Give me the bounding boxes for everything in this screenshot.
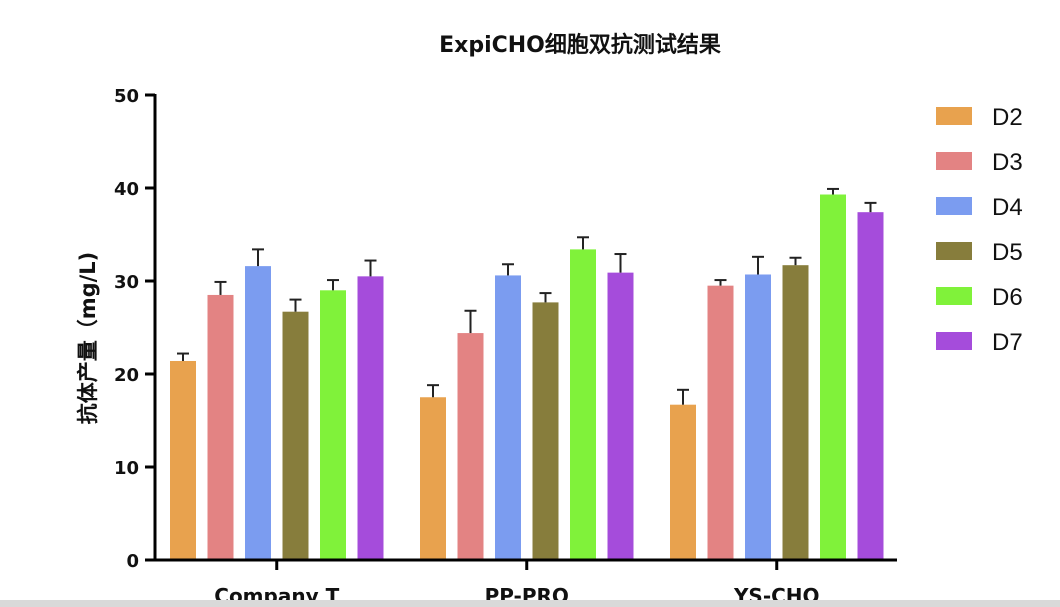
bar-D7-ys-cho xyxy=(857,212,884,560)
bar-D4-ys-cho xyxy=(745,274,771,560)
bar-D3-pp-pro xyxy=(457,333,484,560)
bar-D5-ys-cho xyxy=(782,265,809,560)
bar-D3-ys-cho xyxy=(707,285,734,560)
legend-swatch-D5 xyxy=(936,242,972,260)
legend-swatch-D4 xyxy=(936,197,972,215)
bar-D7-company-t xyxy=(357,276,384,560)
legend-swatch-D7 xyxy=(936,332,972,350)
bar-D2-pp-pro xyxy=(420,397,446,560)
y-tick-label-10: 10 xyxy=(114,458,139,479)
bar-D6-pp-pro xyxy=(570,249,596,560)
legend: D2 D3 D4 D5 D6 D7 xyxy=(936,104,1023,356)
y-tick-label-30: 30 xyxy=(114,272,139,293)
y-tick-label-20: 20 xyxy=(114,365,139,386)
bar-D7-pp-pro xyxy=(607,272,634,560)
bar-D6-ys-cho xyxy=(820,194,846,560)
bar-D5-pp-pro xyxy=(532,302,559,560)
bar-D4-pp-pro xyxy=(495,275,521,560)
legend-label-D6: D6 xyxy=(992,284,1023,311)
y-tick-label-50: 50 xyxy=(114,86,139,107)
bar-D4-company-t xyxy=(245,266,271,560)
legend-label-D5: D5 xyxy=(992,239,1023,266)
legend-swatch-D3 xyxy=(936,152,972,170)
legend-swatch-D6 xyxy=(936,287,972,305)
bar-D5-company-t xyxy=(282,311,309,560)
bar-D2-company-t xyxy=(170,360,196,560)
y-axis-label: 抗体产量（mg/L) xyxy=(76,252,100,425)
window-bottom-edge xyxy=(0,600,1060,607)
legend-label-D3: D3 xyxy=(992,149,1023,176)
legend-swatch-D2 xyxy=(936,107,972,125)
chart-title: ExpiCHO细胞双抗测试结果 xyxy=(439,32,721,58)
bar-D3-company-t xyxy=(207,294,234,560)
bar-D2-ys-cho xyxy=(670,404,696,560)
y-tick-label-0: 0 xyxy=(126,551,139,572)
legend-label-D4: D4 xyxy=(992,194,1023,221)
legend-label-D2: D2 xyxy=(992,104,1023,131)
bar-D6-company-t xyxy=(320,290,346,560)
y-tick-label-40: 40 xyxy=(114,179,139,200)
legend-label-D7: D7 xyxy=(992,329,1023,356)
